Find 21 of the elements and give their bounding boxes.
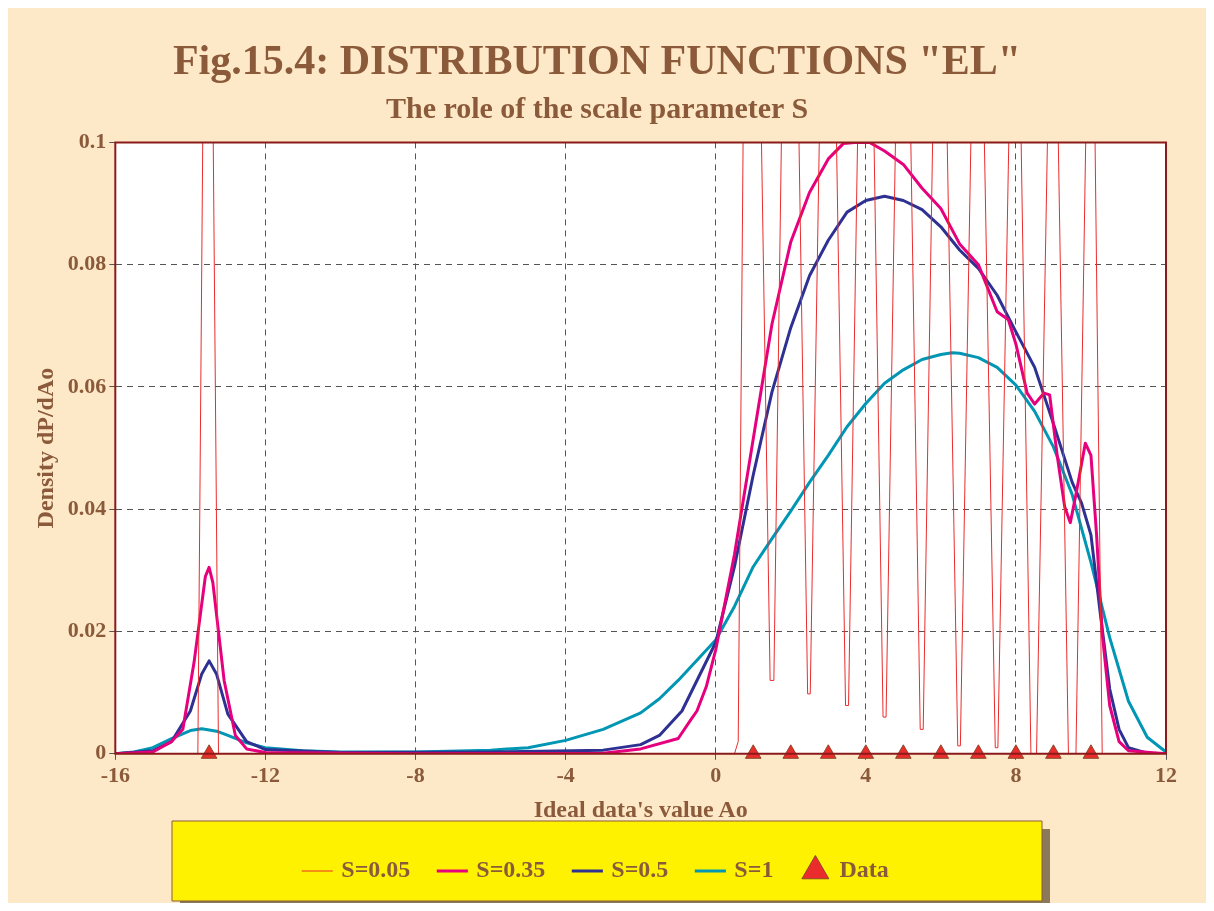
y-tick-label: 0.06 [67, 372, 107, 398]
x-tick-label: 8 [1010, 761, 1022, 787]
x-tick-label: -12 [250, 761, 281, 787]
x-tick-label: 12 [1155, 761, 1177, 787]
x-tick-label: -4 [556, 761, 575, 787]
x-tick-label: 0 [710, 761, 722, 787]
x-tick-label: -8 [406, 761, 425, 787]
y-tick-label: 0.08 [67, 250, 107, 276]
y-tick-label: 0.1 [78, 128, 107, 154]
y-tick-label: 0.02 [67, 617, 107, 643]
chart-subtitle: The role of the scale parameter S [385, 91, 809, 125]
legend-label: S=0.05 [341, 856, 411, 883]
legend-label: S=0.5 [611, 856, 669, 883]
legend-label: Data [839, 856, 889, 883]
y-axis-title: Density dP/dAo [31, 367, 58, 529]
legend-label: S=0.35 [476, 856, 546, 883]
x-tick-label: 4 [860, 761, 872, 787]
legend-label: S=1 [734, 856, 774, 883]
chart-title: Fig.15.4: DISTRIBUTION FUNCTIONS "EL" [172, 37, 1022, 84]
x-axis-title: Ideal data's value Ao [533, 795, 748, 822]
y-tick-label: 0.04 [67, 494, 107, 520]
